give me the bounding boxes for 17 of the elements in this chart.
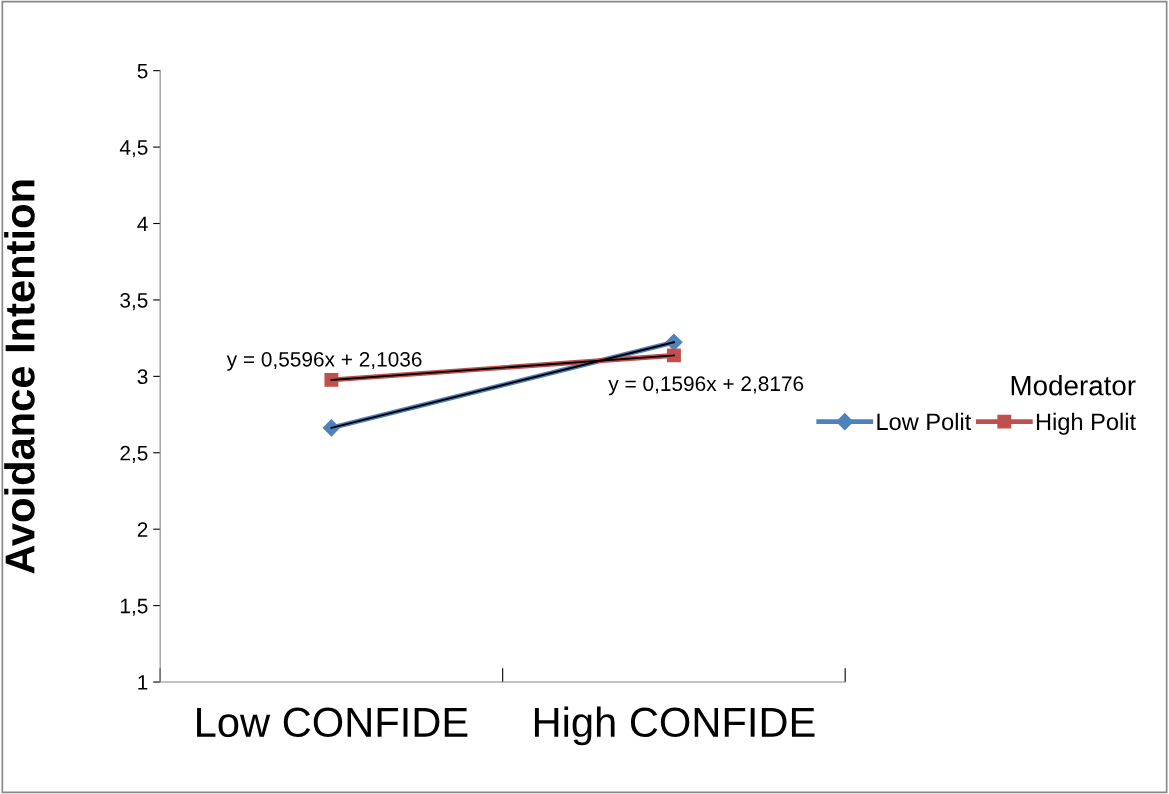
y-tick-label: 5 bbox=[137, 63, 148, 79]
y-tick-label: 2 bbox=[137, 522, 148, 537]
y-tick-label: 1,5 bbox=[120, 598, 148, 616]
y-tick-label: 4 bbox=[137, 216, 148, 232]
legend-label: Low Polit bbox=[877, 412, 972, 431]
y-axis-title: Avoidance Intention bbox=[4, 180, 35, 574]
y-tick-label: 3 bbox=[137, 369, 148, 385]
legend-title: Moderator bbox=[1011, 375, 1136, 396]
y-tick-label: 2,5 bbox=[120, 445, 148, 463]
y-tick-label: 4,5 bbox=[119, 140, 148, 158]
y-tick-label: 3,5 bbox=[120, 292, 148, 311]
annotation: y = 0,5596x + 2,1036 bbox=[226, 351, 422, 371]
y-tick-label: 1 bbox=[138, 675, 148, 690]
x-tick-label: High CONFIDE bbox=[534, 706, 815, 746]
x-tick-label: Low CONFIDE bbox=[197, 707, 468, 738]
annotation: y = 0,1596x + 2,8176 bbox=[608, 376, 804, 396]
legend-label: High Polit bbox=[1036, 412, 1136, 435]
